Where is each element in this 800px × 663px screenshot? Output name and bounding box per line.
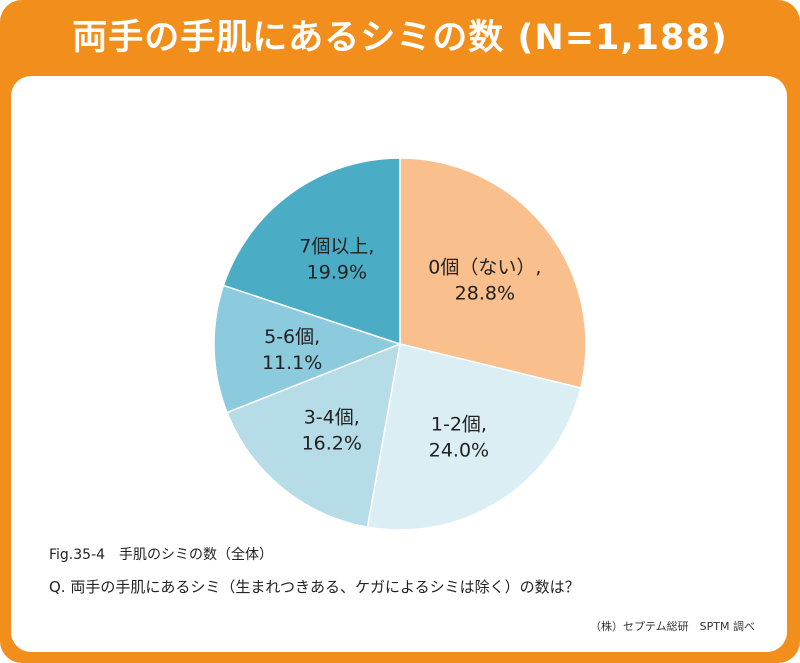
slice-label-0: 0個（ない）, 28.8%: [428, 256, 541, 304]
slice-percent-0: 28.8%: [455, 282, 515, 304]
slice-category-3: 5-6個,: [264, 326, 320, 348]
slice-label-4: 7個以上, 19.9%: [299, 236, 374, 284]
pie-slice-2: [226, 342, 401, 528]
pie-chart: 0個（ない）, 28.8% 1-2個, 24.0% 3-4個, 16.2% 5-6個, 11.…: [213, 157, 587, 531]
pie-slice-4: [222, 157, 401, 346]
survey-question: Q. 両手の手肌にあるシミ（生まれつきある、ケガによるシミは除く）の数は？: [49, 578, 580, 596]
slice-category-4: 7個以上,: [299, 236, 374, 258]
chart-panel: 0個（ない）, 28.8% 1-2個, 24.0% 3-4個, 16.2% 5-6個, 11.…: [11, 76, 787, 652]
figure-caption: Fig.35-4 手肌のシミの数（全体）: [49, 547, 274, 563]
slice-category-2: 3-4個,: [304, 407, 360, 429]
slice-label-2: 3-4個, 16.2%: [302, 407, 362, 455]
slice-percent-2: 16.2%: [302, 433, 362, 455]
slice-category-1: 1-2個,: [431, 413, 487, 435]
chart-title: 両手の手肌にあるシミの数 (N=1,188): [72, 18, 728, 58]
pie-slice-1: [366, 343, 582, 531]
pie-slice-3: [213, 284, 403, 414]
slice-category-0: 0個（ない）,: [428, 256, 541, 278]
slice-percent-3: 11.1%: [262, 352, 322, 374]
pie-slice-0: [399, 157, 587, 389]
slice-label-1: 1-2個, 24.0%: [429, 413, 489, 461]
slice-label-3: 5-6個, 11.1%: [262, 326, 322, 374]
source-note: （株）セプテム総研 SPTM 調べ: [590, 620, 755, 633]
slice-percent-4: 19.9%: [307, 262, 367, 284]
slice-percent-1: 24.0%: [429, 439, 489, 461]
